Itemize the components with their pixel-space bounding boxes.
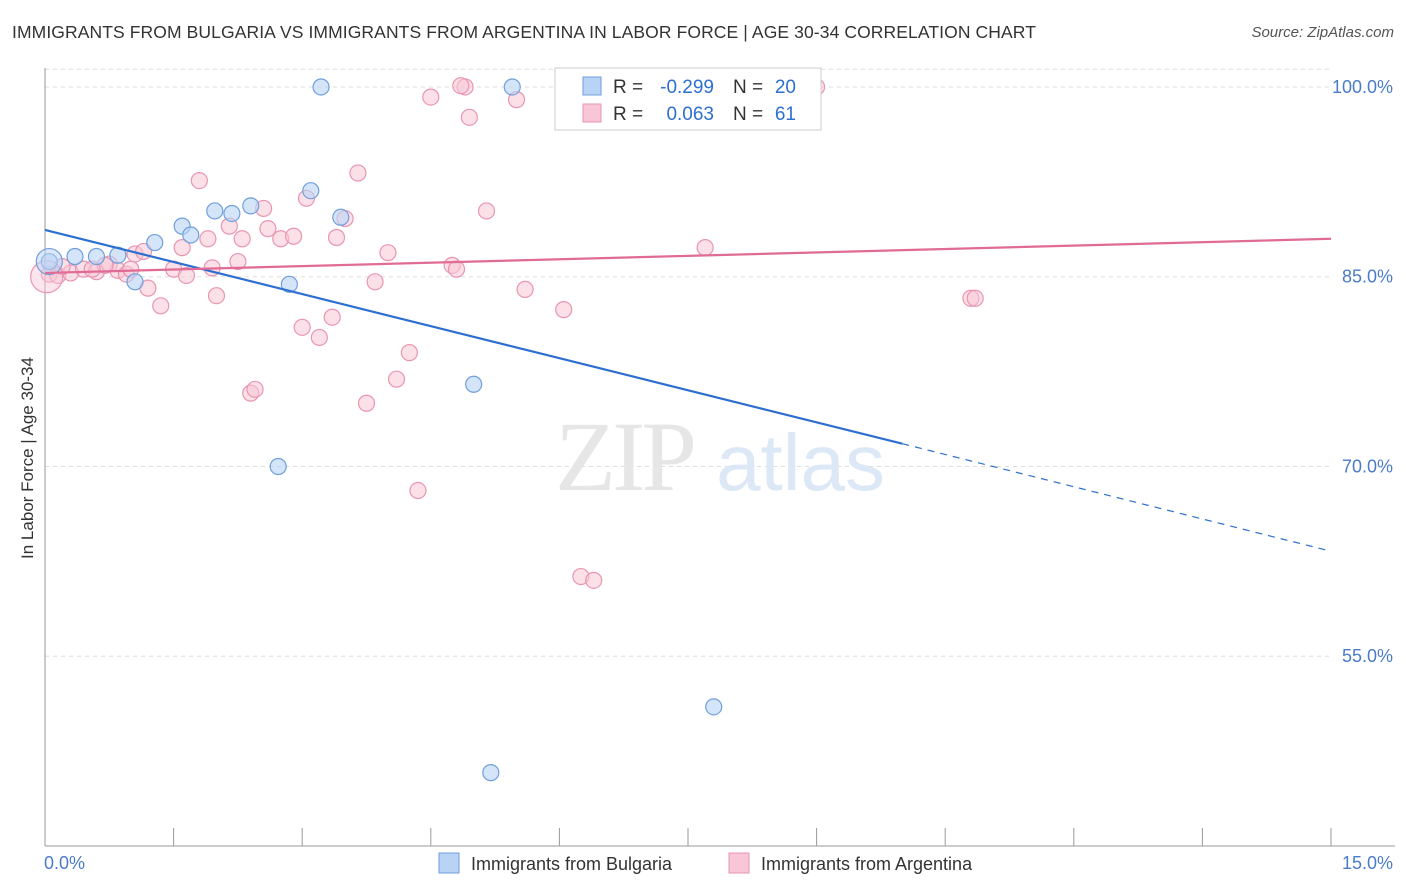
bulgaria-point-cluster bbox=[35, 247, 63, 276]
argentina-point bbox=[323, 308, 341, 326]
y-tick-label: 70.0% bbox=[1342, 456, 1393, 476]
argentina-point bbox=[310, 328, 328, 347]
legend-label-bulgaria: Immigrants from Bulgaria bbox=[471, 854, 673, 874]
argentina-point bbox=[152, 297, 170, 315]
chart-source: Source: ZipAtlas.com bbox=[1251, 24, 1394, 41]
watermark-atlas: atlas bbox=[716, 418, 885, 507]
argentina-point bbox=[173, 239, 191, 257]
argentina-point bbox=[293, 318, 311, 336]
bulgaria-point bbox=[87, 247, 106, 266]
argentina-point bbox=[585, 571, 603, 589]
argentina-point bbox=[400, 344, 418, 362]
bulgaria-point bbox=[332, 208, 350, 226]
argentina-point bbox=[460, 108, 478, 126]
argentina-point bbox=[516, 280, 534, 298]
stats-n-value-bulgaria: 20 bbox=[775, 77, 796, 98]
tick-labels: 55.0% 70.0% 85.0% 100.0% 0.0% 15.0% bbox=[44, 77, 1393, 873]
stats-r-value-argentina: 0.063 bbox=[666, 104, 714, 125]
bulgaria-point bbox=[312, 78, 330, 96]
bulgaria-point bbox=[182, 226, 200, 244]
trend-lines bbox=[44, 228, 1332, 552]
argentina-point bbox=[452, 77, 470, 95]
bulgaria-points bbox=[35, 78, 761, 782]
argentina-point bbox=[207, 287, 226, 305]
argentina-point bbox=[285, 227, 303, 245]
x-tick-label: 0.0% bbox=[44, 853, 85, 873]
bulgaria-point bbox=[206, 202, 224, 220]
bulgaria-trend-extension bbox=[902, 443, 1332, 552]
argentina-point bbox=[366, 273, 384, 291]
argentina-point bbox=[246, 380, 264, 398]
bulgaria-point bbox=[280, 275, 298, 293]
argentina-point bbox=[233, 230, 251, 248]
gridlines bbox=[45, 68, 1331, 657]
stats-legend-swatch-bulgaria bbox=[582, 76, 602, 96]
argentina-point bbox=[349, 164, 367, 182]
bulgaria-point bbox=[146, 233, 164, 252]
legend-swatch-bulgaria bbox=[438, 852, 460, 874]
argentina-point bbox=[229, 252, 247, 271]
argentina-point bbox=[966, 289, 984, 307]
bulgaria-point bbox=[269, 457, 287, 476]
argentina-point bbox=[379, 244, 397, 262]
bulgaria-point bbox=[503, 78, 521, 96]
stats-legend-swatch-argentina bbox=[582, 103, 602, 123]
bulgaria-trend-line bbox=[44, 228, 903, 445]
legend-swatch-argentina bbox=[728, 852, 750, 874]
bulgaria-point bbox=[126, 273, 144, 291]
stats-n-label-argentina: N = bbox=[733, 104, 763, 125]
bulgaria-point bbox=[465, 375, 483, 393]
argentina-point bbox=[696, 239, 714, 257]
y-tick-label: 100.0% bbox=[1332, 77, 1393, 97]
watermark: ZIP atlas bbox=[555, 401, 885, 512]
stats-n-value-argentina: 61 bbox=[775, 104, 796, 125]
stats-legend: R = -0.299 N = 20 R = 0.063 N = 61 bbox=[554, 67, 822, 131]
argentina-point bbox=[199, 230, 217, 248]
stats-r-label-argentina: R = bbox=[613, 104, 643, 125]
stats-n-label-bulgaria: N = bbox=[733, 77, 763, 98]
argentina-trend-line bbox=[44, 237, 1332, 275]
bulgaria-point bbox=[302, 182, 320, 200]
x-tick-label: 15.0% bbox=[1342, 853, 1393, 873]
argentina-point bbox=[190, 171, 208, 190]
argentina-point bbox=[357, 394, 376, 412]
bulgaria-point bbox=[223, 204, 241, 223]
argentina-point bbox=[477, 202, 496, 220]
argentina-point bbox=[177, 266, 196, 285]
argentina-point bbox=[447, 260, 466, 278]
watermark-zip: ZIP bbox=[555, 401, 693, 512]
argentina-point bbox=[259, 220, 277, 238]
argentina-point bbox=[555, 301, 573, 319]
legend-label-argentina: Immigrants from Argentina bbox=[761, 854, 973, 874]
argentina-point bbox=[422, 88, 440, 106]
argentina-point bbox=[327, 228, 346, 247]
series-legend: Immigrants from Bulgaria Immigrants from… bbox=[438, 852, 973, 874]
argentina-points bbox=[30, 77, 984, 589]
y-tick-label: 55.0% bbox=[1342, 646, 1393, 666]
stats-r-label-bulgaria: R = bbox=[613, 77, 643, 98]
bulgaria-point bbox=[66, 247, 84, 266]
chart-title: IMMIGRANTS FROM BULGARIA VS IMMIGRANTS F… bbox=[12, 22, 1036, 42]
axes bbox=[44, 68, 1395, 847]
bulgaria-point bbox=[482, 764, 500, 782]
y-tick-label: 85.0% bbox=[1342, 267, 1393, 287]
argentina-point bbox=[387, 370, 406, 388]
argentina-point bbox=[409, 481, 427, 500]
bulgaria-point bbox=[242, 197, 260, 215]
bulgaria-point bbox=[705, 698, 723, 716]
stats-r-value-bulgaria: -0.299 bbox=[660, 77, 714, 98]
